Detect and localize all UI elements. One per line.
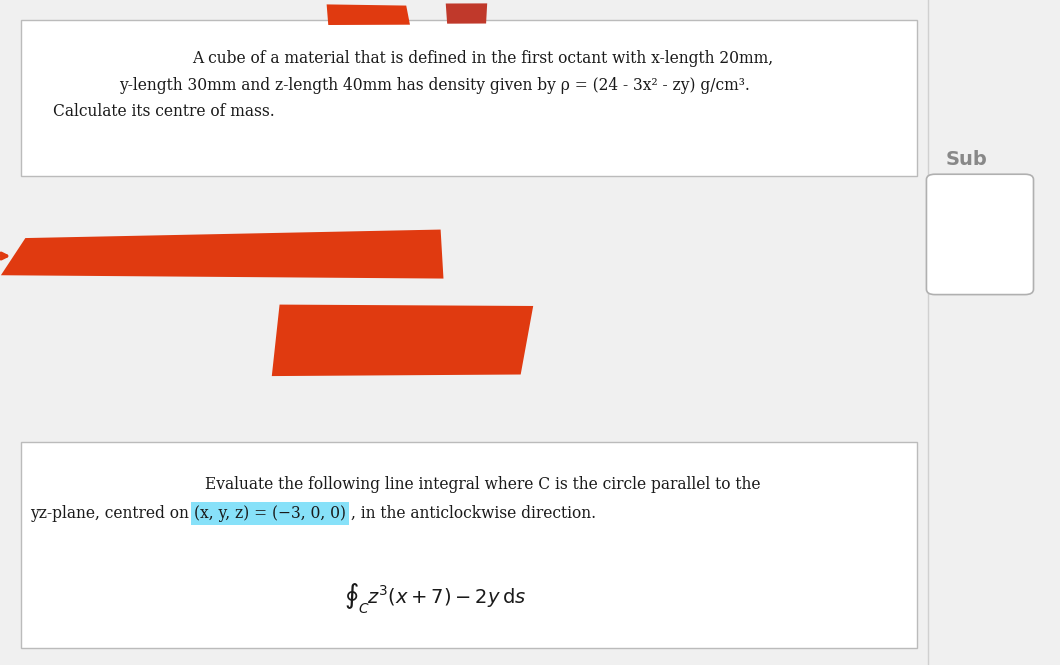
Text: $\oint_C z^3(x + 7) - 2y\,\mathrm{d}s$: $\oint_C z^3(x + 7) - 2y\,\mathrm{d}s$ [343, 581, 526, 616]
FancyBboxPatch shape [21, 20, 917, 176]
Text: A cube of a material that is defined in the first octant with x-length 20mm,: A cube of a material that is defined in … [192, 50, 773, 67]
Polygon shape [1, 229, 443, 279]
Text: yz-plane, centred on: yz-plane, centred on [30, 505, 193, 522]
FancyBboxPatch shape [21, 442, 917, 648]
Text: (x, y, z) = (−3, 0, 0): (x, y, z) = (−3, 0, 0) [194, 505, 346, 522]
Text: , in the anticlockwise direction.: , in the anticlockwise direction. [351, 505, 596, 522]
Text: y-length 30mm and z-length 40mm has density given by ρ = (24 - 3x² - zy) g/cm³.: y-length 30mm and z-length 40mm has dens… [119, 76, 750, 94]
FancyBboxPatch shape [926, 174, 1034, 295]
Text: Evaluate the following line integral where C is the circle parallel to the: Evaluate the following line integral whe… [205, 475, 760, 493]
Polygon shape [326, 5, 410, 25]
Polygon shape [271, 305, 533, 376]
Text: Calculate its centre of mass.: Calculate its centre of mass. [53, 103, 276, 120]
Polygon shape [446, 3, 488, 24]
Text: Sub: Sub [946, 150, 987, 169]
